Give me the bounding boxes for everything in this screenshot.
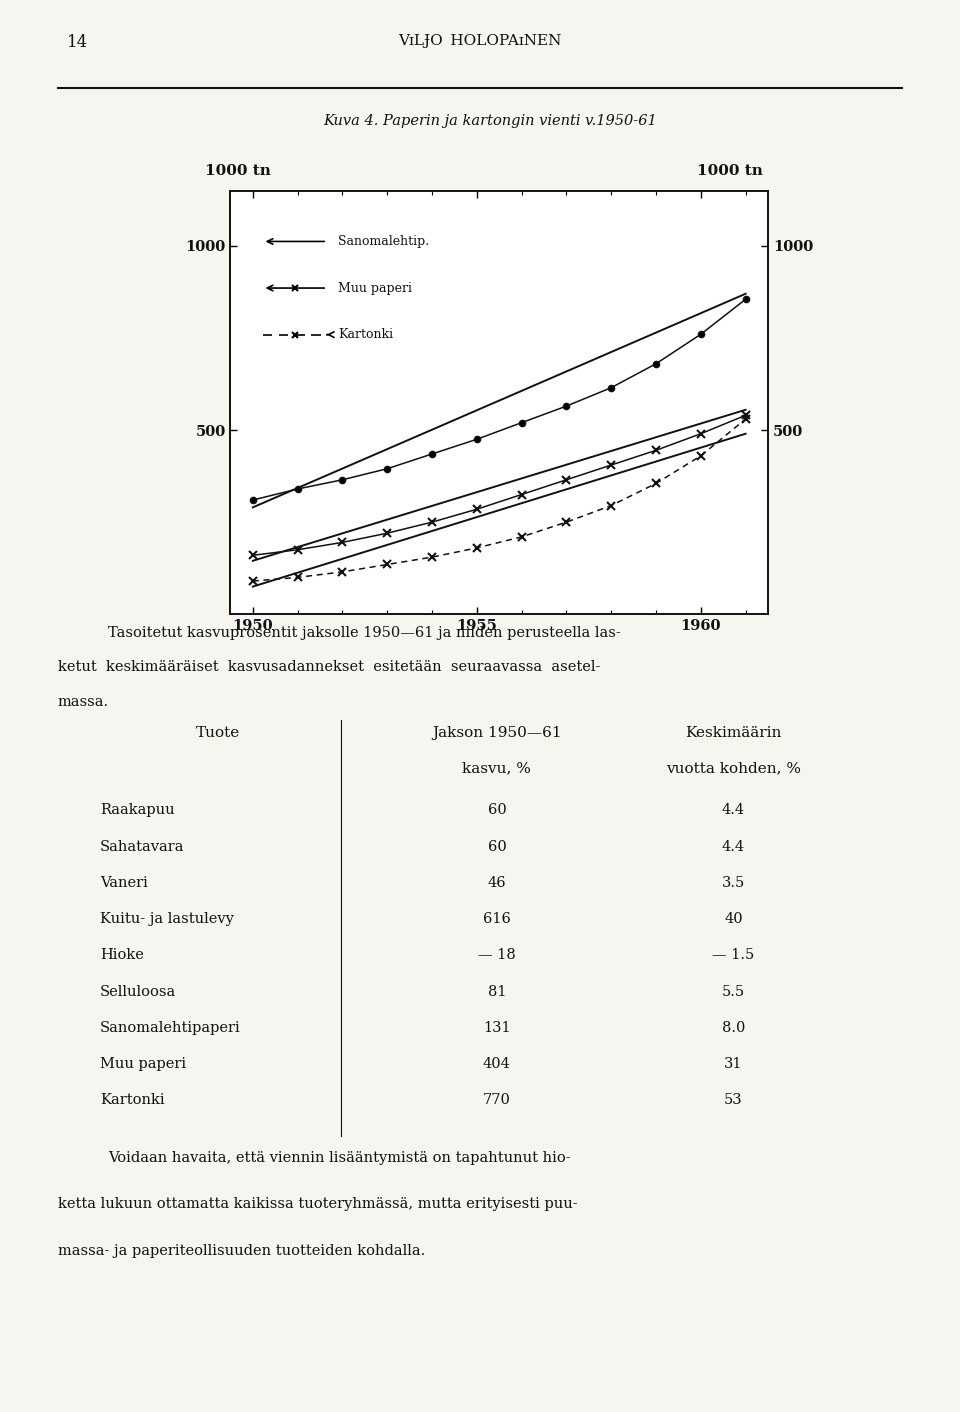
Text: 404: 404 [483, 1058, 511, 1072]
Text: Sanomalehtip.: Sanomalehtip. [338, 234, 429, 249]
Text: Kartonki: Kartonki [100, 1093, 164, 1107]
Text: massa.: massa. [58, 695, 108, 709]
Text: Sahatavara: Sahatavara [100, 840, 184, 854]
Text: kasvu, %: kasvu, % [463, 762, 531, 775]
Text: Selluloosa: Selluloosa [100, 984, 176, 998]
Text: vuotta kohden, %: vuotta kohden, % [666, 762, 801, 775]
Text: Raakapuu: Raakapuu [100, 803, 175, 818]
Text: 31: 31 [724, 1058, 743, 1072]
Text: Kartonki: Kartonki [338, 328, 393, 342]
Text: Voidaan havaita, että viennin lisääntymistä on tapahtunut hio-: Voidaan havaita, että viennin lisääntymi… [108, 1151, 571, 1165]
Text: 60: 60 [488, 803, 506, 818]
Text: Hioke: Hioke [100, 949, 144, 963]
Text: 40: 40 [724, 912, 743, 926]
Text: VɪLɈO HΟLΟPAɪNEN: VɪLɈO HΟLΟPAɪNEN [398, 34, 562, 48]
Text: 5.5: 5.5 [722, 984, 745, 998]
Text: Tuote: Tuote [196, 726, 240, 740]
Text: 46: 46 [488, 875, 506, 890]
Text: Sanomalehtipaperi: Sanomalehtipaperi [100, 1021, 241, 1035]
Text: 4.4: 4.4 [722, 840, 745, 854]
Text: Vaneri: Vaneri [100, 875, 148, 890]
Text: ketut  keskimääräiset  kasvusadannekset  esitetään  seuraavassa  asetel-: ketut keskimääräiset kasvusadannekset es… [58, 661, 600, 675]
Text: Tasoitetut kasvuprosentit jaksolle 1950—61 ja niiden perusteella las-: Tasoitetut kasvuprosentit jaksolle 1950—… [108, 626, 621, 640]
Text: — 18: — 18 [478, 949, 516, 963]
Text: 53: 53 [724, 1093, 743, 1107]
Text: 770: 770 [483, 1093, 511, 1107]
Text: 131: 131 [483, 1021, 511, 1035]
Text: 81: 81 [488, 984, 506, 998]
Text: 14: 14 [67, 34, 88, 51]
Text: 4.4: 4.4 [722, 803, 745, 818]
Text: 3.5: 3.5 [722, 875, 745, 890]
Text: Kuitu- ja lastulevy: Kuitu- ja lastulevy [100, 912, 233, 926]
Text: Muu paperi: Muu paperi [338, 281, 412, 295]
Text: 616: 616 [483, 912, 511, 926]
Text: 60: 60 [488, 840, 506, 854]
Text: 1000 tn: 1000 tn [697, 164, 763, 178]
Text: Keskimäärin: Keskimäärin [685, 726, 781, 740]
Text: Jakson 1950—61: Jakson 1950—61 [432, 726, 562, 740]
Text: ketta lukuun ottamatta kaikissa tuoteryhmässä, mutta erityisesti puu-: ketta lukuun ottamatta kaikissa tuoteryh… [58, 1197, 577, 1211]
Text: — 1.5: — 1.5 [712, 949, 755, 963]
Text: massa- ja paperiteollisuuden tuotteiden kohdalla.: massa- ja paperiteollisuuden tuotteiden … [58, 1244, 425, 1258]
Text: 8.0: 8.0 [722, 1021, 745, 1035]
Text: 1000 tn: 1000 tn [205, 164, 272, 178]
Text: Kuva 4. Paperin ja kartongin vienti v.1950-61: Kuva 4. Paperin ja kartongin vienti v.19… [323, 114, 657, 128]
Text: Muu paperi: Muu paperi [100, 1058, 186, 1072]
